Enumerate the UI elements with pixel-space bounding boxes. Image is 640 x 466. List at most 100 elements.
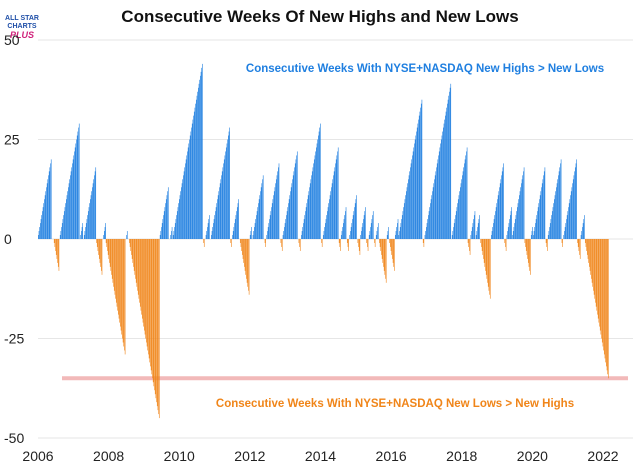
bar-positive [551, 215, 552, 239]
bar-positive [82, 223, 84, 239]
bar-negative [358, 239, 360, 251]
bar-negative [467, 239, 469, 243]
bar-positive [516, 211, 517, 239]
bar-positive [472, 223, 474, 239]
bar-positive [177, 207, 179, 239]
bar-positive [324, 227, 325, 239]
bar-positive [176, 211, 178, 239]
bar-positive [197, 91, 198, 240]
bar-positive [249, 235, 251, 239]
bar-positive [509, 219, 510, 239]
x-tick-label: 2010 [164, 448, 195, 464]
bar-positive [427, 219, 428, 239]
bar-negative [596, 239, 598, 311]
bar-negative [339, 239, 341, 247]
bar-positive [376, 231, 378, 239]
bar-positive [287, 207, 289, 239]
bar-positive [200, 71, 202, 239]
bar-positive [553, 203, 554, 239]
bar-positive [475, 235, 477, 239]
bar-negative [367, 239, 369, 251]
bar-positive [370, 223, 372, 239]
bar-positive [193, 115, 194, 239]
bar-negative [111, 239, 113, 279]
bar-negative [150, 239, 151, 367]
bar-negative [119, 239, 120, 323]
y-tick-label: 25 [4, 132, 20, 148]
bar-negative [299, 239, 301, 251]
bar-positive [211, 235, 212, 239]
bar-positive [511, 207, 512, 239]
bar-positive [349, 235, 351, 239]
bar-positive [558, 171, 560, 239]
bar-positive [104, 231, 105, 239]
bar-positive [305, 211, 306, 239]
bar-negative [116, 239, 118, 307]
bar-positive [533, 235, 534, 239]
bar-positive [436, 167, 437, 239]
logo-line-3: PLUS [10, 30, 34, 40]
bar-negative [602, 239, 604, 347]
bar-positive [191, 127, 192, 239]
bar-positive [200, 75, 201, 239]
bar-positive [196, 95, 198, 239]
bar-positive [38, 235, 39, 239]
bar-positive [330, 191, 332, 239]
bar-positive [498, 191, 500, 239]
bar-negative [97, 239, 99, 251]
bar-negative [577, 239, 579, 247]
bar-positive [556, 187, 557, 239]
bar-positive [222, 167, 224, 239]
bar-positive [104, 227, 106, 239]
bar-negative [359, 239, 361, 255]
bar-negative [389, 239, 390, 243]
bar-negative [338, 239, 340, 243]
bar-positive [64, 207, 66, 239]
bar-positive [163, 211, 165, 239]
y-tick-label: 50 [4, 32, 20, 48]
bar-negative [203, 239, 204, 243]
bar-positive [226, 143, 228, 239]
bar-positive [450, 83, 452, 239]
bar-positive [283, 231, 284, 239]
bar-negative [597, 239, 598, 315]
bar-negative [485, 239, 486, 271]
bar-positive [61, 223, 63, 239]
bar-negative [348, 239, 349, 251]
bar-positive [523, 167, 525, 239]
bar-positive [439, 147, 441, 239]
bar-negative [603, 239, 604, 351]
bar-negative [138, 239, 140, 299]
bar-positive [354, 203, 356, 239]
bar-positive [48, 171, 50, 239]
bar-positive [318, 135, 319, 239]
bar-negative [242, 239, 244, 259]
bar-positive [455, 211, 457, 239]
bar-positive [50, 159, 52, 239]
bar-positive [350, 231, 351, 239]
bar-negative [380, 239, 382, 251]
bar-positive [275, 183, 276, 239]
bar-positive [565, 223, 567, 239]
bar-positive [408, 179, 409, 239]
bar-negative [135, 239, 137, 283]
bar-positive [166, 195, 168, 239]
bar-positive [361, 227, 363, 239]
bar-positive [418, 115, 420, 239]
bar-negative [152, 239, 153, 379]
bar-positive [162, 219, 164, 239]
bar-negative [136, 239, 138, 287]
bar-positive [432, 187, 434, 239]
bar-negative [240, 239, 242, 247]
bar-positive [474, 211, 476, 239]
bar-negative [608, 239, 609, 379]
bar-positive [88, 207, 90, 239]
bar-negative [265, 239, 266, 247]
brand-logo: ALL STAR CHARTS PLUS [5, 15, 39, 40]
bar-positive [465, 155, 467, 239]
bar-positive [405, 195, 406, 239]
bar-positive [207, 223, 209, 239]
bar-positive [537, 211, 538, 239]
bar-positive [558, 175, 559, 239]
bar-positive [509, 215, 511, 239]
